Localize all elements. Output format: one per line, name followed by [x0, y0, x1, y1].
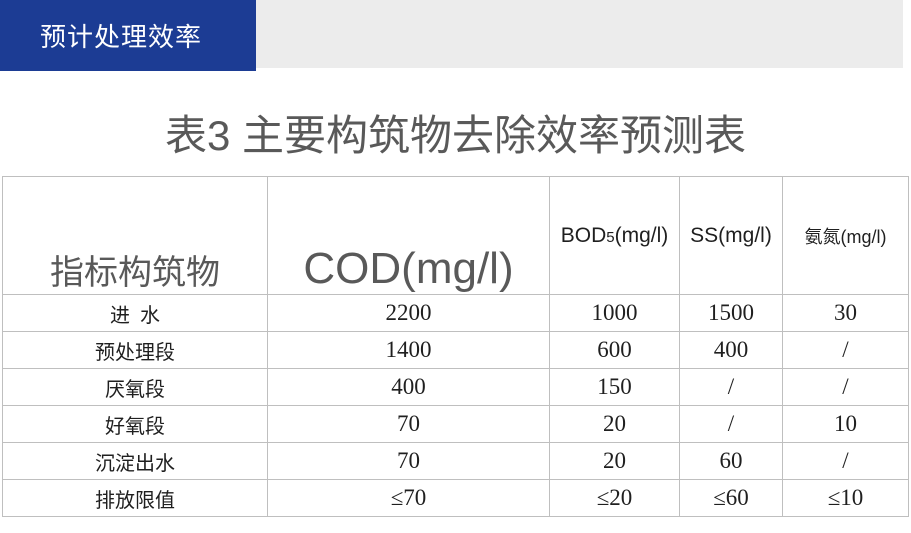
table-cell: 20: [549, 442, 680, 480]
table-cell: 20: [549, 405, 680, 443]
column-header-ammonia: 氨氮(mg/l): [782, 176, 909, 295]
table-cell: ≤60: [679, 479, 783, 517]
table-cell: /: [679, 405, 783, 443]
bod-label-prefix: BOD: [560, 223, 607, 247]
section-tab: 预计处理效率: [0, 0, 256, 71]
bod-label-subscript: 5: [606, 228, 615, 246]
table-cell: /: [782, 331, 909, 369]
table-cell: 150: [549, 368, 680, 406]
table-cell: 400: [679, 331, 783, 369]
table-title: 表3 主要构筑物去除效率预测表: [164, 112, 747, 159]
table-cell: 1400: [267, 331, 550, 369]
table-row: 厌氧段 400 150//: [2, 368, 909, 406]
column-header-bod5: BOD5(mg/l): [549, 176, 680, 295]
table-cell: 1500: [679, 294, 783, 332]
table-row: 预处理段 1400 600 400/: [2, 331, 909, 369]
table-cell: /: [679, 368, 783, 406]
efficiency-table: 指标构筑物 COD(mg/l) BOD5(mg/l) SS(mg/l) 氨氮(m…: [2, 176, 909, 517]
column-header-ss-label: SS(mg/l): [690, 223, 772, 247]
table-cell: 2200: [267, 294, 550, 332]
table-cell: 60: [679, 442, 783, 480]
table-cell: 30: [782, 294, 909, 332]
row-label: 好氧段: [2, 405, 268, 443]
table-cell: /: [782, 368, 909, 406]
column-header-structure: 指标构筑物: [2, 176, 268, 295]
row-label: 预处理段: [2, 331, 268, 369]
row-label: 厌氧段: [2, 368, 268, 406]
row-label: 排放限值: [2, 479, 268, 517]
table-cell: 400: [267, 368, 550, 406]
table-cell: 70: [267, 405, 550, 443]
table-body: 进 水 2200 1000 1500 30 预处理段 1400 600 400/厌氧段 400 15…: [2, 294, 909, 517]
table-cell: ≤20: [549, 479, 680, 517]
table-row: 沉淀出水 70 20 60/: [2, 442, 909, 480]
section-tab-label: 预计处理效率: [40, 22, 203, 52]
table-header: 指标构筑物 COD(mg/l) BOD5(mg/l) SS(mg/l) 氨氮(m…: [2, 176, 909, 295]
table-cell: /: [782, 442, 909, 480]
section-band-decoration: [256, 0, 903, 68]
row-label: 沉淀出水: [2, 442, 268, 480]
table-cell: 70: [267, 442, 550, 480]
table-row: 进 水 2200 1000 1500 30: [2, 294, 909, 332]
column-header-structure-label: 指标构筑物: [50, 254, 220, 292]
table-cell: ≤70: [267, 479, 550, 517]
table-row: 排放限值 ≤70 ≤20 ≤60 ≤10: [2, 479, 909, 517]
column-header-cod-label: COD(mg/l): [303, 244, 514, 293]
bod-label-suffix: (mg/l): [614, 223, 669, 247]
table-row: 好氧段 70 20/10: [2, 405, 909, 443]
column-header-ammonia-label: 氨氮(mg/l): [804, 226, 887, 247]
table-cell: 1000: [549, 294, 680, 332]
table-cell: 10: [782, 405, 909, 443]
table-cell: ≤10: [782, 479, 909, 517]
header-row: 指标构筑物 COD(mg/l) BOD5(mg/l) SS(mg/l) 氨氮(m…: [2, 176, 909, 295]
column-header-ss: SS(mg/l): [679, 176, 783, 295]
row-label: 进 水: [2, 294, 268, 332]
table-cell: 600: [549, 331, 680, 369]
column-header-cod: COD(mg/l): [267, 176, 550, 295]
